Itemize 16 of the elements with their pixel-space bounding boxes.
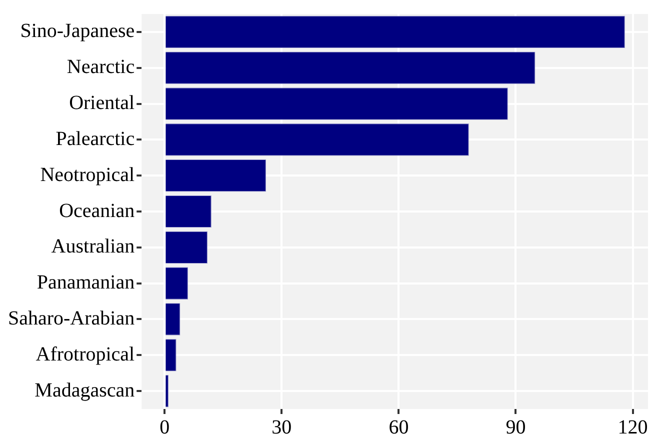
x-tick-label: 90 [506, 416, 526, 438]
y-tick-label: Afrotropical [36, 343, 136, 366]
y-tick-label: Australian [51, 236, 135, 258]
y-tick-label: Sino-Japanese [20, 20, 135, 42]
y-tick-label: Oceanian [59, 200, 135, 222]
y-tick-label: Neotropical [40, 164, 136, 186]
x-tick-label: 30 [272, 416, 292, 438]
y-tick-label: Panamanian [36, 272, 135, 294]
x-tick-label: 0 [160, 416, 170, 438]
y-tick-label: Madagascan [34, 379, 135, 402]
y-tick-label: Oriental [69, 92, 136, 114]
x-tick-label: 120 [618, 416, 648, 438]
y-tick-label: Saharo-Arabian [8, 307, 135, 330]
y-tick-label: Palearctic [56, 128, 135, 150]
y-tick-label: Nearctic [66, 56, 135, 78]
x-tick-label: 60 [388, 416, 409, 438]
